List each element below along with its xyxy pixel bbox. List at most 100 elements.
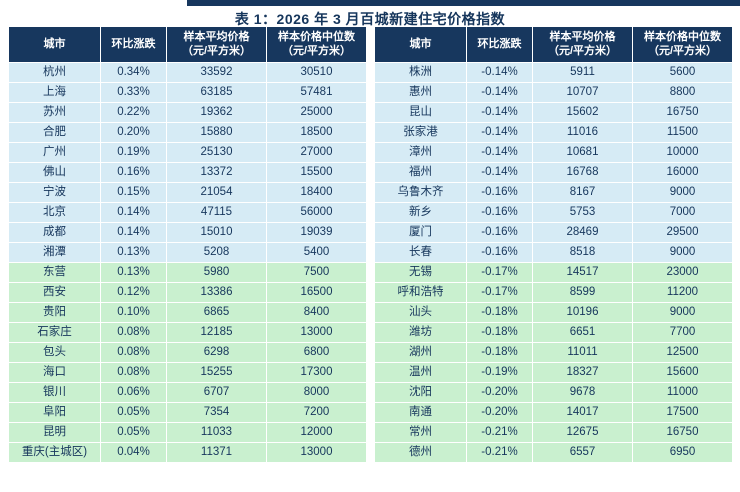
cell-avg-price: 63185 [166, 82, 267, 103]
table-row: 贵阳 0.10% 6865 8400 [8, 302, 367, 323]
table-row: 重庆(主城区) 0.04% 11371 13000 [8, 442, 367, 463]
table-row: 湘潭 0.13% 5208 5400 [8, 242, 367, 263]
cell-mom-change: -0.16% [466, 202, 533, 223]
cell-median-price: 16750 [632, 102, 733, 123]
cell-avg-price: 11371 [166, 442, 267, 463]
header-median-price: 样本价格中位数 （元/平方米） [266, 26, 367, 63]
cell-mom-change: 0.06% [100, 382, 167, 403]
cell-avg-price: 10681 [532, 142, 633, 163]
header-avg-price-line1: 样本平均价格 [549, 30, 616, 43]
cell-median-price: 56000 [266, 202, 367, 223]
cell-city: 汕头 [374, 302, 467, 323]
table-row: 广州 0.19% 25130 27000 [8, 142, 367, 163]
table-row: 新乡 -0.16% 5753 7000 [374, 202, 733, 223]
cell-city: 海口 [8, 362, 101, 383]
cell-median-price: 25000 [266, 102, 367, 123]
cell-city: 石家庄 [8, 322, 101, 343]
cell-avg-price: 15255 [166, 362, 267, 383]
table-row: 漳州 -0.14% 10681 10000 [374, 142, 733, 163]
cell-mom-change: -0.16% [466, 182, 533, 203]
cell-mom-change: 0.08% [100, 362, 167, 383]
cell-median-price: 23000 [632, 262, 733, 283]
cell-median-price: 17500 [632, 402, 733, 423]
cell-city: 西安 [8, 282, 101, 303]
tables-container: 城市 环比涨跌 样本平均价格 （元/平方米） 样本价格中位数 （元/平方米） 杭… [0, 24, 740, 463]
cell-mom-change: -0.18% [466, 322, 533, 343]
cell-median-price: 7500 [266, 262, 367, 283]
top-rule [187, 0, 740, 6]
table-row: 阜阳 0.05% 7354 7200 [8, 402, 367, 423]
cell-city: 沈阳 [374, 382, 467, 403]
header-city: 城市 [8, 26, 101, 63]
cell-avg-price: 8518 [532, 242, 633, 263]
cell-mom-change: 0.33% [100, 82, 167, 103]
table-row: 西安 0.12% 13386 16500 [8, 282, 367, 303]
cell-median-price: 13000 [266, 322, 367, 343]
table-row: 杭州 0.34% 33592 30510 [8, 62, 367, 83]
cell-city: 阜阳 [8, 402, 101, 423]
table-row: 成都 0.14% 15010 19039 [8, 222, 367, 243]
table-row: 长春 -0.16% 8518 9000 [374, 242, 733, 263]
cell-city: 苏州 [8, 102, 101, 123]
cell-median-price: 10000 [632, 142, 733, 163]
price-table-right: 城市 环比涨跌 样本平均价格 （元/平方米） 样本价格中位数 （元/平方米） 株… [374, 26, 733, 463]
cell-mom-change: 0.16% [100, 162, 167, 183]
table-row: 潍坊 -0.18% 6651 7700 [374, 322, 733, 343]
cell-median-price: 19039 [266, 222, 367, 243]
cell-mom-change: 0.04% [100, 442, 167, 463]
cell-median-price: 18500 [266, 122, 367, 143]
cell-avg-price: 8167 [532, 182, 633, 203]
cell-avg-price: 6707 [166, 382, 267, 403]
cell-mom-change: 0.05% [100, 422, 167, 443]
cell-avg-price: 10707 [532, 82, 633, 103]
table-row: 福州 -0.14% 16768 16000 [374, 162, 733, 183]
cell-city: 湖州 [374, 342, 467, 363]
cell-avg-price: 9678 [532, 382, 633, 403]
cell-mom-change: -0.20% [466, 402, 533, 423]
cell-mom-change: 0.22% [100, 102, 167, 123]
table-row: 合肥 0.20% 15880 18500 [8, 122, 367, 143]
header-row: 城市 环比涨跌 样本平均价格 （元/平方米） 样本价格中位数 （元/平方米） [374, 26, 733, 63]
cell-avg-price: 10196 [532, 302, 633, 323]
cell-city: 贵阳 [8, 302, 101, 323]
cell-mom-change: 0.14% [100, 222, 167, 243]
cell-median-price: 12500 [632, 342, 733, 363]
cell-median-price: 8800 [632, 82, 733, 103]
header-avg-price-line2: （元/平方米） [547, 44, 618, 57]
cell-avg-price: 47115 [166, 202, 267, 223]
cell-city: 福州 [374, 162, 467, 183]
cell-mom-change: -0.19% [466, 362, 533, 383]
cell-avg-price: 15602 [532, 102, 633, 123]
header-mom-change: 环比涨跌 [466, 26, 533, 63]
table-row: 昆山 -0.14% 15602 16750 [374, 102, 733, 123]
table-row: 包头 0.08% 6298 6800 [8, 342, 367, 363]
cell-city: 南通 [374, 402, 467, 423]
table-row: 佛山 0.16% 13372 15500 [8, 162, 367, 183]
table-row: 湖州 -0.18% 11011 12500 [374, 342, 733, 363]
cell-mom-change: -0.14% [466, 142, 533, 163]
price-table-left: 城市 环比涨跌 样本平均价格 （元/平方米） 样本价格中位数 （元/平方米） 杭… [8, 26, 367, 463]
table-row: 石家庄 0.08% 12185 13000 [8, 322, 367, 343]
cell-avg-price: 16768 [532, 162, 633, 183]
cell-mom-change: 0.15% [100, 182, 167, 203]
cell-median-price: 16500 [266, 282, 367, 303]
cell-median-price: 9000 [632, 242, 733, 263]
cell-avg-price: 33592 [166, 62, 267, 83]
header-median-price: 样本价格中位数 （元/平方米） [632, 26, 733, 63]
cell-avg-price: 6557 [532, 442, 633, 463]
cell-city: 上海 [8, 82, 101, 103]
cell-city: 宁波 [8, 182, 101, 203]
cell-city: 昆山 [374, 102, 467, 123]
table-row: 上海 0.33% 63185 57481 [8, 82, 367, 103]
cell-avg-price: 15880 [166, 122, 267, 143]
cell-city: 湘潭 [8, 242, 101, 263]
cell-city: 成都 [8, 222, 101, 243]
cell-city: 长春 [374, 242, 467, 263]
cell-city: 漳州 [374, 142, 467, 163]
cell-avg-price: 6865 [166, 302, 267, 323]
table-header: 城市 环比涨跌 样本平均价格 （元/平方米） 样本价格中位数 （元/平方米） [374, 26, 733, 63]
cell-city: 广州 [8, 142, 101, 163]
cell-median-price: 57481 [266, 82, 367, 103]
table-body-right: 株洲 -0.14% 5911 5600 惠州 -0.14% 10707 8800 昆山 -0.14… [374, 62, 733, 463]
cell-mom-change: 0.05% [100, 402, 167, 423]
